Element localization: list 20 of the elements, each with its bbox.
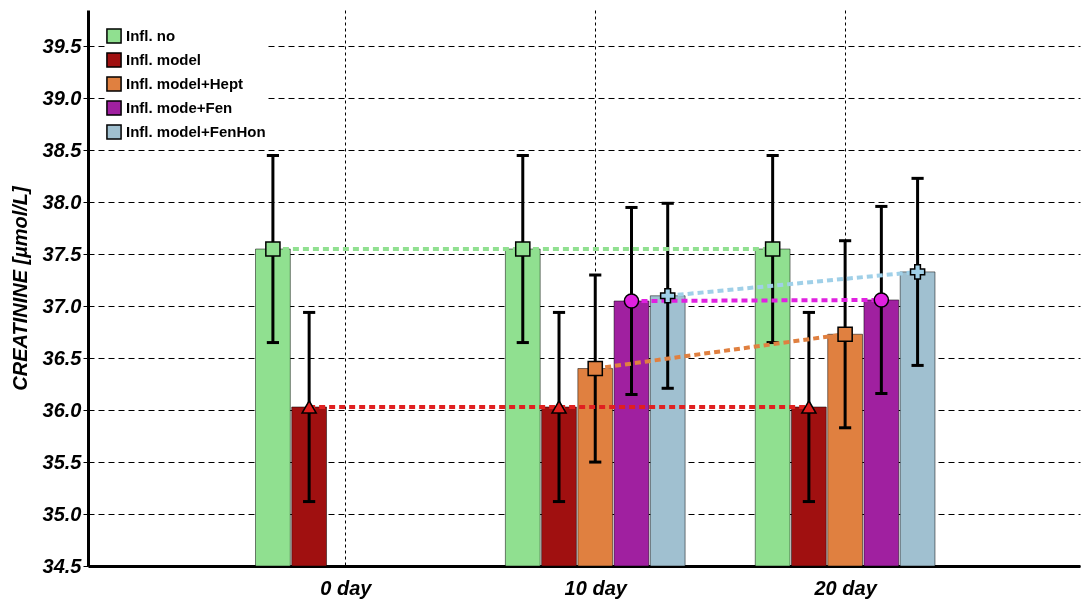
legend-label: Infl. model	[126, 51, 201, 68]
x-tick-label: 0 day	[320, 576, 373, 599]
legend-label: Infl. no	[126, 27, 176, 44]
y-tick-label: 35.0	[42, 502, 82, 525]
y-tick-label: 36.0	[42, 398, 82, 421]
x-tick-label: 20 day	[813, 576, 878, 599]
y-tick-label: 34.5	[42, 554, 83, 577]
x-tick-label: 10 day	[564, 576, 628, 599]
y-tick-label: 38.5	[42, 138, 83, 161]
legend-label: Infl. model+FenHon	[126, 123, 266, 140]
y-tick-label: 35.5	[42, 450, 83, 473]
legend-label: Infl. model+Hept	[126, 75, 244, 92]
y-axis-title: CREATININE [µmol/L]	[8, 184, 31, 391]
legend-label: Infl. mode+Fen	[126, 99, 233, 116]
y-tick-label: 37.5	[42, 242, 83, 265]
y-tick-label: 36.5	[42, 346, 83, 369]
y-tick-label: 39.5	[42, 34, 83, 57]
y-tick-label: 38.0	[42, 190, 82, 213]
y-tick-label: 39.0	[42, 86, 82, 109]
y-tick-label: 37.0	[42, 294, 82, 317]
